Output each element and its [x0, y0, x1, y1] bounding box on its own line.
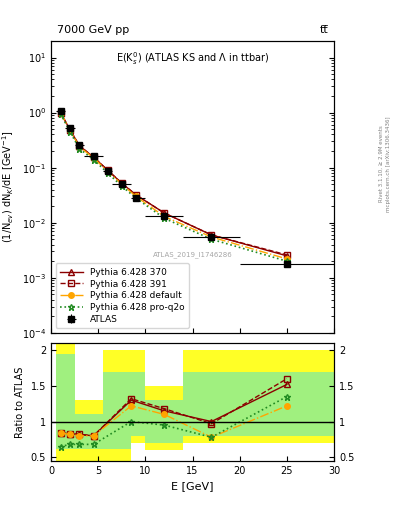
Line: Pythia 6.428 391: Pythia 6.428 391: [58, 110, 290, 258]
Pythia 6.428 pro-q2o: [68, 129, 72, 135]
Text: 7000 GeV pp: 7000 GeV pp: [57, 25, 129, 35]
Pythia 6.428 default: [91, 155, 96, 161]
Pythia 6.428 pro-q2o: [77, 146, 82, 152]
Pythia 6.428 391: [105, 167, 110, 173]
Pythia 6.428 370: [162, 210, 167, 216]
Pythia 6.428 370: [119, 180, 124, 186]
Pythia 6.428 370: [285, 253, 289, 259]
Pythia 6.428 pro-q2o: [209, 236, 214, 242]
Pythia 6.428 370: [134, 192, 138, 198]
Pythia 6.428 391: [134, 192, 138, 198]
Pythia 6.428 370: [58, 110, 63, 116]
Pythia 6.428 370: [105, 167, 110, 173]
Pythia 6.428 pro-q2o: [162, 215, 167, 221]
Pythia 6.428 pro-q2o: [91, 157, 96, 163]
Line: Pythia 6.428 pro-q2o: Pythia 6.428 pro-q2o: [57, 111, 290, 265]
Pythia 6.428 default: [77, 144, 82, 150]
Pythia 6.428 default: [119, 181, 124, 187]
Pythia 6.428 370: [77, 143, 82, 149]
Pythia 6.428 370: [68, 126, 72, 133]
Pythia 6.428 391: [209, 232, 214, 238]
Y-axis label: Ratio to ATLAS: Ratio to ATLAS: [15, 366, 25, 438]
Pythia 6.428 370: [209, 232, 214, 238]
Pythia 6.428 pro-q2o: [105, 170, 110, 176]
Pythia 6.428 391: [91, 154, 96, 160]
Pythia 6.428 391: [68, 126, 72, 133]
Text: Rivet 3.1.10, ≥ 2.9M events: Rivet 3.1.10, ≥ 2.9M events: [379, 125, 384, 202]
Pythia 6.428 pro-q2o: [58, 111, 63, 117]
Pythia 6.428 391: [162, 210, 167, 216]
Legend: Pythia 6.428 370, Pythia 6.428 391, Pythia 6.428 default, Pythia 6.428 pro-q2o, : Pythia 6.428 370, Pythia 6.428 391, Pyth…: [55, 264, 189, 328]
Pythia 6.428 pro-q2o: [134, 195, 138, 201]
Y-axis label: (1/N$_{ev}$) dN$_K$/dE [GeV$^{-1}$]: (1/N$_{ev}$) dN$_K$/dE [GeV$^{-1}$]: [1, 131, 17, 243]
Pythia 6.428 391: [77, 143, 82, 149]
Text: mcplots.cern.ch [arXiv:1306.3436]: mcplots.cern.ch [arXiv:1306.3436]: [386, 116, 391, 211]
Text: tt̅: tt̅: [320, 25, 329, 35]
Pythia 6.428 370: [91, 154, 96, 160]
Pythia 6.428 default: [58, 110, 63, 116]
Text: ATLAS_2019_I1746286: ATLAS_2019_I1746286: [153, 251, 232, 258]
Pythia 6.428 391: [58, 110, 63, 116]
X-axis label: E [GeV]: E [GeV]: [171, 481, 214, 491]
Pythia 6.428 default: [285, 256, 289, 262]
Pythia 6.428 391: [285, 252, 289, 258]
Pythia 6.428 default: [209, 234, 214, 240]
Pythia 6.428 pro-q2o: [285, 258, 289, 264]
Pythia 6.428 391: [119, 180, 124, 186]
Pythia 6.428 default: [134, 194, 138, 200]
Text: E(K$^0_s$) (ATLAS KS and Λ in ttbar): E(K$^0_s$) (ATLAS KS and Λ in ttbar): [116, 50, 269, 67]
Line: Pythia 6.428 370: Pythia 6.428 370: [58, 110, 290, 259]
Pythia 6.428 default: [162, 214, 167, 220]
Pythia 6.428 default: [68, 127, 72, 133]
Pythia 6.428 default: [105, 168, 110, 174]
Line: Pythia 6.428 default: Pythia 6.428 default: [58, 110, 290, 262]
Pythia 6.428 pro-q2o: [119, 183, 124, 189]
